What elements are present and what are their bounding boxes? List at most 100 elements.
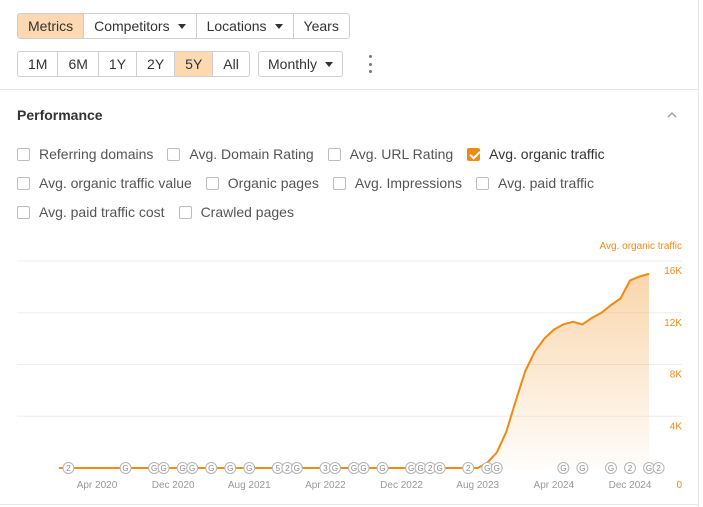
granularity-label: Monthly bbox=[268, 56, 318, 72]
annotation-label: G bbox=[161, 464, 167, 473]
y-tick-label: 8K bbox=[670, 370, 683, 381]
metric-organic-pages[interactable]: Organic pages bbox=[205, 175, 319, 191]
chevron-up-icon[interactable] bbox=[667, 110, 677, 120]
y-tick-label: 12K bbox=[664, 318, 682, 329]
annotation-circle bbox=[624, 462, 636, 474]
annotation-marker: 2 bbox=[281, 462, 294, 474]
annotation-label: 2 bbox=[656, 464, 661, 473]
annotation-circle bbox=[62, 462, 75, 474]
metric-avg-url-rating[interactable]: Avg. URL Rating bbox=[327, 146, 453, 162]
annotation-label: G bbox=[332, 464, 338, 473]
annotation-label: G bbox=[484, 464, 490, 473]
range-all[interactable]: All bbox=[213, 52, 249, 76]
annotation-marker: G bbox=[604, 462, 617, 474]
metric-label: Avg. Impressions bbox=[354, 175, 462, 191]
checkbox[interactable] bbox=[475, 176, 489, 190]
annotation-label: G bbox=[351, 464, 357, 473]
metric-row-2: Avg. organic traffic value Organic pages… bbox=[17, 175, 608, 191]
metric-label: Referring domains bbox=[39, 146, 154, 162]
annotation-marker: G bbox=[490, 462, 503, 474]
checkbox[interactable] bbox=[17, 205, 30, 219]
annotation-marker: G bbox=[576, 462, 589, 474]
range-1m[interactable]: 1M bbox=[18, 52, 59, 76]
metric-label: Crawled pages bbox=[200, 204, 294, 220]
annotation-label: G bbox=[227, 464, 233, 473]
tab-metrics[interactable]: Metrics bbox=[18, 14, 85, 38]
checkbox[interactable] bbox=[17, 147, 30, 161]
annotation-marker: G bbox=[376, 462, 389, 474]
annotation-marker: G bbox=[557, 462, 570, 474]
annotation-marker: G bbox=[186, 462, 199, 474]
panel-bottom-border bbox=[0, 504, 699, 505]
metric-avg-paid-traffic[interactable]: Avg. paid traffic bbox=[475, 175, 594, 191]
annotation-label: G bbox=[608, 464, 614, 473]
annotation-label: G bbox=[189, 464, 195, 473]
annotation-circle bbox=[243, 462, 256, 474]
metric-label: Organic pages bbox=[227, 175, 319, 191]
annotation-marker: G bbox=[176, 462, 189, 474]
range-2y[interactable]: 2Y bbox=[137, 52, 176, 76]
annotation-marker: G bbox=[328, 462, 341, 474]
checkbox[interactable] bbox=[332, 176, 346, 190]
metric-referring-domains[interactable]: Referring domains bbox=[17, 146, 153, 162]
x-tick-label: Dec 2022 bbox=[380, 480, 423, 491]
checkbox[interactable] bbox=[167, 147, 181, 161]
granularity-dropdown[interactable]: Monthly bbox=[258, 51, 344, 77]
checkbox[interactable] bbox=[327, 147, 341, 161]
metric-avg-impressions[interactable]: Avg. Impressions bbox=[332, 175, 462, 191]
annotation-label: G bbox=[408, 464, 414, 473]
annotation-label: G bbox=[437, 464, 443, 473]
annotation-circle bbox=[328, 462, 341, 474]
annotation-marker: G bbox=[357, 462, 370, 474]
metric-avg-organic-traffic[interactable]: Avg. organic traffic bbox=[467, 146, 605, 162]
x-tick-label: Aug 2023 bbox=[456, 480, 499, 491]
checkbox-checked[interactable] bbox=[467, 147, 481, 161]
kebab-vertical-icon[interactable] bbox=[366, 55, 374, 73]
annotation-label: G bbox=[208, 464, 214, 473]
annotation-label: 2 bbox=[428, 464, 433, 473]
x-tick-label: Apr 2024 bbox=[534, 480, 575, 491]
tab-years-label: Years bbox=[303, 18, 339, 34]
annotation-circle bbox=[205, 462, 218, 474]
annotation-label: G bbox=[151, 464, 157, 473]
annotation-marker: 2 bbox=[462, 462, 475, 474]
date-range-selector: 1M 6M 1Y 2Y 5Y All bbox=[17, 51, 250, 77]
tab-competitors[interactable]: Competitors bbox=[84, 14, 197, 38]
tab-years[interactable]: Years bbox=[294, 14, 349, 38]
caret-down-icon bbox=[177, 23, 186, 29]
annotation-marker: G bbox=[119, 462, 132, 474]
annotation-label: G bbox=[180, 464, 186, 473]
metric-avg-domain-rating[interactable]: Avg. Domain Rating bbox=[167, 146, 314, 162]
tab-locations-label: Locations bbox=[206, 18, 267, 34]
annotation-marker: G bbox=[290, 462, 303, 474]
section-title: Performance bbox=[17, 107, 103, 123]
metric-avg-organic-traffic-value[interactable]: Avg. organic traffic value bbox=[17, 175, 192, 191]
tab-locations[interactable]: Locations bbox=[197, 14, 294, 38]
range-5y[interactable]: 5Y bbox=[175, 52, 214, 76]
annotation-circle bbox=[557, 462, 570, 474]
annotation-circle bbox=[490, 462, 503, 474]
caret-down-icon bbox=[274, 23, 283, 29]
checkbox[interactable] bbox=[205, 176, 219, 190]
checkbox[interactable] bbox=[17, 176, 30, 190]
range-6m[interactable]: 6M bbox=[58, 52, 99, 76]
annotation-circle bbox=[604, 462, 617, 474]
annotation-label: G bbox=[646, 464, 652, 473]
annotation-marker: 2 bbox=[62, 462, 75, 474]
metric-crawled-pages[interactable]: Crawled pages bbox=[178, 204, 294, 220]
annotation-circle bbox=[576, 462, 589, 474]
range-5y-label: 5Y bbox=[185, 56, 203, 72]
checkbox[interactable] bbox=[178, 205, 192, 219]
y-tick-label: 4K bbox=[670, 421, 683, 432]
metric-avg-paid-traffic-cost[interactable]: Avg. paid traffic cost bbox=[17, 204, 165, 220]
range-1y[interactable]: 1Y bbox=[99, 52, 138, 76]
metric-label: Avg. Domain Rating bbox=[189, 146, 314, 162]
annotation-label: G bbox=[294, 464, 300, 473]
annotation-circle bbox=[290, 462, 303, 474]
series-area bbox=[58, 273, 649, 468]
metric-row-1: Referring domains Avg. Domain Rating Avg… bbox=[17, 146, 619, 162]
annotation-label: 2 bbox=[66, 464, 71, 473]
y-axis-title: Avg. organic traffic bbox=[600, 241, 682, 252]
range-2y-label: 2Y bbox=[147, 56, 165, 72]
